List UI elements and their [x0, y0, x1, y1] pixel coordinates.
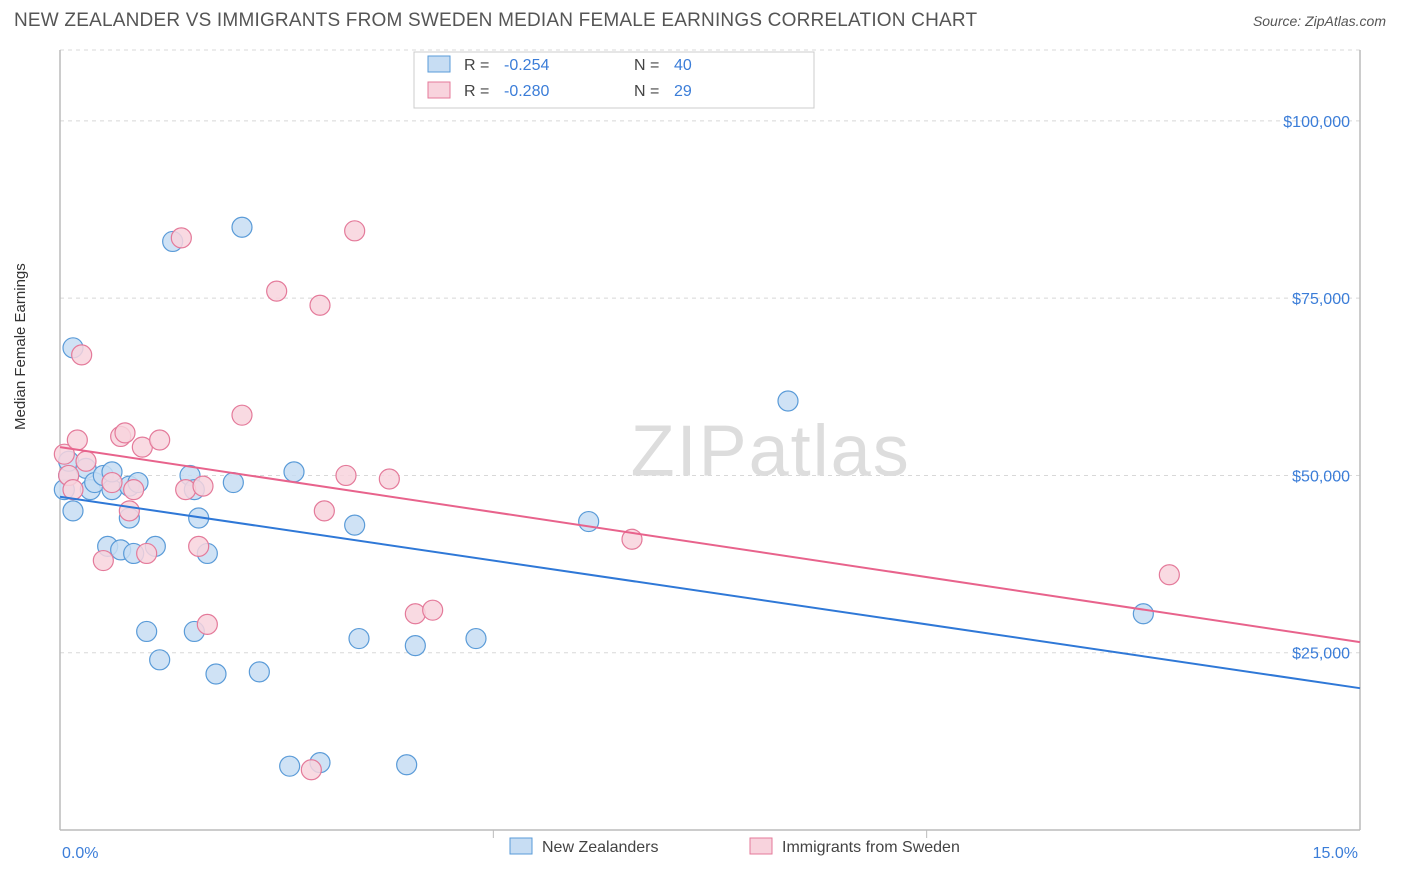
scatter-point: [314, 501, 334, 521]
scatter-point: [345, 221, 365, 241]
scatter-point: [284, 462, 304, 482]
scatter-point: [206, 664, 226, 684]
scatter-point: [67, 430, 87, 450]
y-tick-label: $50,000: [1292, 468, 1350, 485]
legend-n-label: N =: [634, 57, 659, 74]
x-tick-label: 15.0%: [1313, 845, 1358, 862]
x-tick-label: 0.0%: [62, 845, 98, 862]
scatter-point: [280, 756, 300, 776]
scatter-point: [124, 480, 144, 500]
scatter-point: [466, 629, 486, 649]
legend-r-value: -0.280: [504, 83, 549, 100]
legend-r-value: -0.254: [504, 57, 549, 74]
scatter-point: [119, 501, 139, 521]
svg-text:ZIPatlas: ZIPatlas: [631, 411, 911, 491]
series-label: New Zealanders: [542, 839, 659, 856]
source-link[interactable]: ZipAtlas.com: [1305, 13, 1386, 29]
series-label: Immigrants from Sweden: [782, 839, 960, 856]
legend-n-value: 40: [674, 57, 692, 74]
source-prefix: Source:: [1253, 13, 1305, 29]
scatter-point: [102, 473, 122, 493]
scatter-point: [397, 755, 417, 775]
legend-swatch-icon: [428, 56, 450, 72]
scatter-point: [193, 476, 213, 496]
scatter-point: [1159, 565, 1179, 585]
scatter-point: [405, 636, 425, 656]
legend-n-label: N =: [634, 83, 659, 100]
scatter-point: [423, 600, 443, 620]
scatter-point: [63, 501, 83, 521]
y-tick-label: $75,000: [1292, 291, 1350, 308]
scatter-point: [579, 512, 599, 532]
source-label: Source: ZipAtlas.com: [1253, 13, 1386, 29]
scatter-point: [232, 217, 252, 237]
scatter-point: [1133, 604, 1153, 624]
scatter-point: [301, 760, 321, 780]
scatter-point: [115, 423, 135, 443]
scatter-point: [267, 281, 287, 301]
scatter-point: [197, 614, 217, 634]
legend-r-label: R =: [464, 57, 489, 74]
scatter-point: [137, 621, 157, 641]
scatter-point: [405, 604, 425, 624]
trend-line: [60, 497, 1360, 688]
series-swatch-icon: [750, 838, 772, 854]
y-tick-label: $100,000: [1283, 114, 1350, 131]
scatter-point: [137, 543, 157, 563]
y-axis-label: Median Female Earnings: [12, 263, 29, 430]
series-swatch-icon: [510, 838, 532, 854]
scatter-point: [379, 469, 399, 489]
scatter-point: [310, 295, 330, 315]
legend-r-label: R =: [464, 83, 489, 100]
scatter-point: [171, 228, 191, 248]
scatter-point: [189, 536, 209, 556]
scatter-point: [150, 650, 170, 670]
scatter-point: [249, 662, 269, 682]
legend-swatch-icon: [428, 82, 450, 98]
scatter-point: [150, 430, 170, 450]
scatter-point: [223, 473, 243, 493]
scatter-point: [232, 405, 252, 425]
scatter-point: [72, 345, 92, 365]
y-tick-label: $25,000: [1292, 646, 1350, 663]
scatter-point: [349, 629, 369, 649]
scatter-point: [93, 551, 113, 571]
scatter-chart: ZIPatlas $25,000 $50,000 $75,000 $100,000 0.0…: [14, 40, 1378, 870]
scatter-point: [345, 515, 365, 535]
scatter-point: [778, 391, 798, 411]
scatter-point: [76, 451, 96, 471]
scatter-point: [176, 480, 196, 500]
scatter-point: [336, 465, 356, 485]
chart-title: NEW ZEALANDER VS IMMIGRANTS FROM SWEDEN …: [14, 10, 977, 32]
legend-n-value: 29: [674, 83, 692, 100]
